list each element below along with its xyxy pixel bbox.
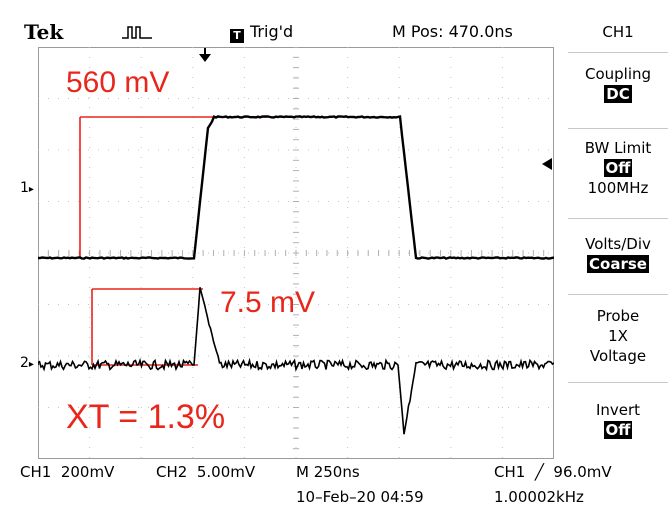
ch1-scale: CH1 200mV (20, 463, 115, 481)
ch1-waveform (38, 115, 554, 260)
coupling-menu-button[interactable]: Coupling DC (572, 64, 664, 104)
invert-menu-button[interactable]: Invert Off (572, 400, 664, 440)
probe-label: Probe (596, 307, 640, 325)
scope-display (38, 47, 554, 459)
horizontal-position: M Pos: 470.0ns (392, 22, 513, 41)
ch1-amplitude-annotation: 560 mV (66, 66, 170, 99)
trigger-status-label: Trig'd (250, 22, 294, 41)
crosstalk-annotation: XT = 1.3% (66, 398, 226, 436)
probe-type: Voltage (589, 347, 647, 365)
volts-div-menu-button[interactable]: Volts/Div Coarse (572, 234, 664, 274)
volts-div-label: Volts/Div (585, 235, 651, 253)
ch2-amplitude-annotation: 7.5 mV (220, 286, 316, 319)
volts-div-value: Coarse (587, 255, 649, 273)
ch2-ground-marker: 2▸ (20, 355, 34, 371)
trigger-icon: T (230, 29, 244, 43)
bw-limit-value: Off (603, 159, 633, 177)
trigger-level-marker-icon (542, 158, 552, 170)
menu-divider (568, 218, 668, 219)
trigger-setting: CH1 ╱ 96.0mV (494, 463, 612, 481)
ch1-marker-label: 1 (20, 180, 29, 196)
ch2-waveform (38, 287, 554, 435)
probe-attenuation: 1X (608, 327, 628, 345)
bw-limit-menu-button[interactable]: BW Limit Off 100MHz (572, 138, 664, 198)
date-time: 10–Feb–20 04:59 (296, 488, 424, 506)
ch2-marker-arrow-icon: ▸ (28, 359, 34, 370)
menu-divider (568, 382, 668, 383)
invert-label: Invert (595, 401, 641, 419)
brand-logo: Tek (24, 20, 64, 44)
trigger-position-marker-icon (199, 48, 211, 62)
graticule (38, 47, 554, 459)
probe-menu-button[interactable]: Probe 1X Voltage (572, 306, 664, 366)
annotation-lines (79, 116, 292, 366)
coupling-label: Coupling (584, 65, 652, 83)
timebase: M 250ns (296, 463, 360, 481)
menu-divider (568, 128, 668, 129)
ch2-scale: CH2 5.00mV (156, 463, 256, 481)
ch1-marker-arrow-icon: ▸ (28, 184, 34, 195)
bw-limit-label: BW Limit (584, 139, 652, 157)
coupling-value: DC (604, 85, 632, 103)
trigger-status: T Trig'd (230, 22, 293, 43)
invert-value: Off (603, 421, 633, 439)
menu-divider (568, 294, 668, 295)
bw-limit-extra: 100MHz (587, 179, 649, 197)
menu-channel-title: CH1 (602, 23, 634, 41)
menu-divider (568, 52, 668, 53)
ch2-marker-label: 2 (20, 355, 29, 371)
acquire-mode-icon (122, 26, 152, 39)
trigger-frequency: 1.00002kHz (494, 488, 584, 506)
ch1-ground-marker: 1▸ (20, 180, 34, 196)
